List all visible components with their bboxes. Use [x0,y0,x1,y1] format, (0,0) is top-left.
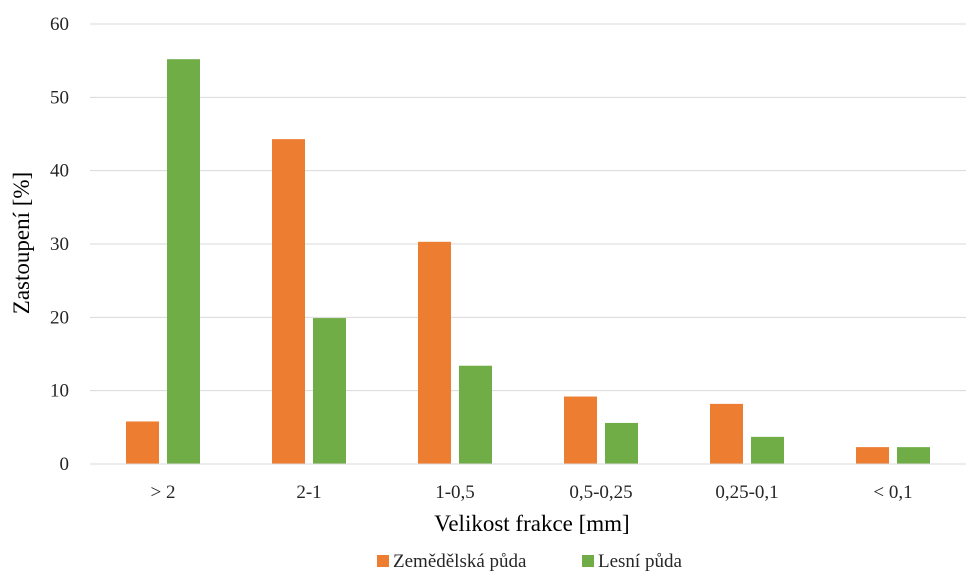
x-tick-label: > 2 [151,482,176,503]
bar-zemedelska [126,421,159,464]
bar-lesni [459,365,492,464]
x-tick-label: 1-0,5 [435,482,475,503]
axes: 0 10 20 30 40 50 60 > 2 2-1 1-0,5 0,5-0,25 0,25-0,1… [50,14,966,503]
x-axis-title: Velikost frakce [mm] [434,511,629,536]
gridlines [90,23,966,392]
y-tick-label: 20 [50,307,69,328]
y-tick-label: 30 [50,234,69,255]
x-tick-label: 2-1 [296,482,321,503]
y-tick-label: 40 [50,161,69,182]
bar-zemedelska [856,447,889,464]
legend-label: Lesní půda [598,551,682,572]
bar-zemedelska [564,396,597,464]
bar-lesni [313,318,346,464]
legend-swatch [377,555,389,567]
x-tick-label: 0,5-0,25 [569,482,632,503]
bars [126,59,930,464]
bar-zemedelska [418,241,451,464]
x-tick-label: 0,25-0,1 [715,482,778,503]
legend: Zemědělská půda Lesní půda [377,551,682,572]
bar-zemedelska [710,403,743,464]
legend-label: Zemědělská půda [393,551,527,572]
bar-lesni [897,447,930,464]
x-tick-label: < 0,1 [873,482,912,503]
y-tick-label: 0 [60,454,70,475]
y-axis-title: Zastoupení [%] [9,172,34,314]
bar-zemedelska [272,139,305,464]
bar-lesni [751,436,784,464]
bar-lesni [605,422,638,464]
y-tick-label: 10 [50,381,69,402]
y-tick-label: 50 [50,87,69,108]
y-tick-label: 60 [50,14,69,35]
legend-swatch [582,555,594,567]
bar-lesni [167,59,200,464]
